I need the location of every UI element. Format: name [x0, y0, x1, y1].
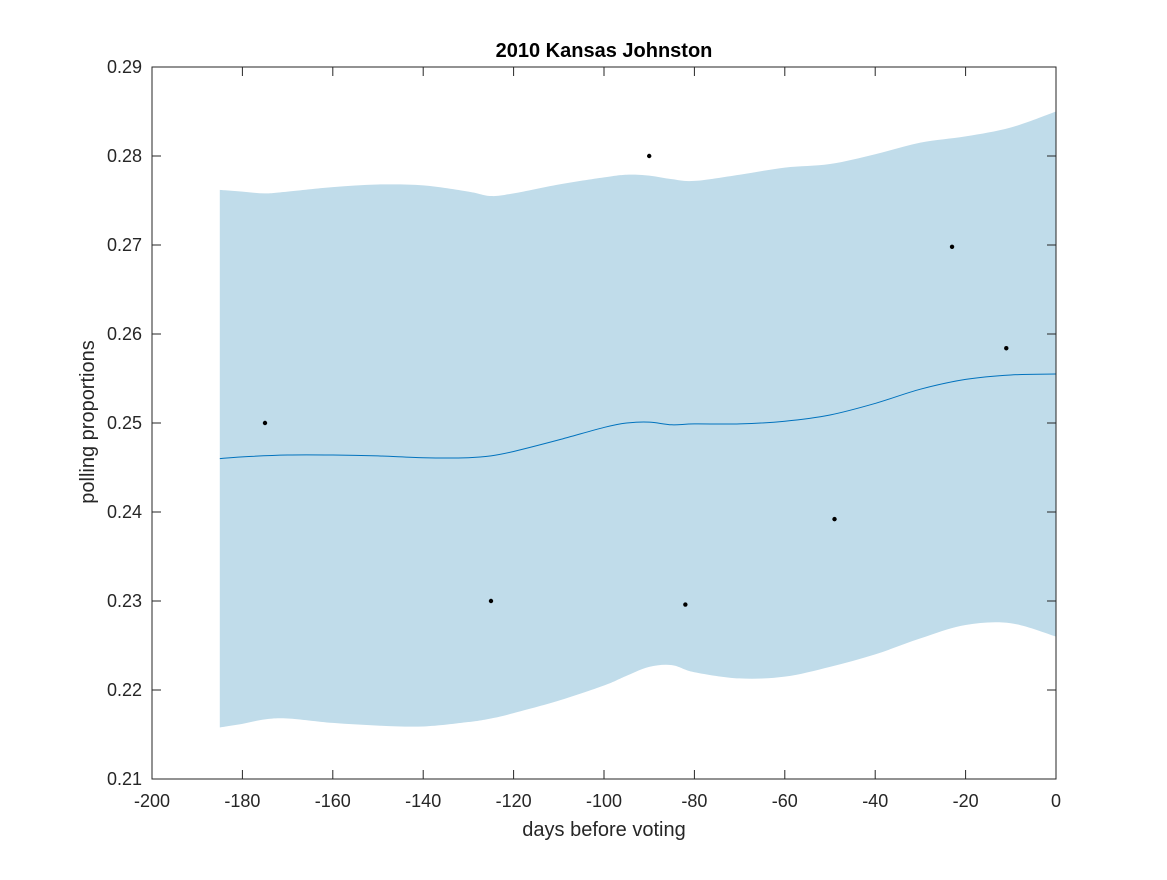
data-points	[262, 153, 1009, 607]
data-point	[949, 244, 955, 249]
data-point	[647, 153, 652, 159]
x-tick-label: -20	[953, 791, 979, 811]
y-tick-label: 0.25	[107, 413, 142, 433]
data-point	[683, 602, 688, 607]
confidence-band-group	[219, 111, 1057, 728]
x-tick-label: -40	[862, 791, 888, 811]
x-tick-label: -120	[496, 791, 532, 811]
y-tick-label: 0.24	[107, 502, 142, 522]
mean-line-group	[219, 373, 1057, 460]
chart-title: 2010 Kansas Johnston	[496, 40, 713, 62]
x-tick-label: -60	[772, 791, 798, 811]
y-tick-label: 0.29	[107, 57, 142, 77]
y-tick-label: 0.22	[107, 680, 142, 700]
mean-line	[219, 373, 1057, 460]
y-tick-label: 0.28	[107, 146, 142, 166]
x-tick-label: -100	[586, 791, 622, 811]
y-axis-label: polling proportions	[77, 340, 99, 503]
x-tick-label: 0	[1051, 791, 1061, 811]
data-point	[262, 420, 268, 426]
y-tick-label: 0.27	[107, 235, 142, 255]
confidence-band	[219, 111, 1057, 728]
x-tick-label: -140	[405, 791, 441, 811]
x-tick-label: -180	[224, 791, 260, 811]
data-point	[488, 598, 494, 604]
x-tick-label: -80	[681, 791, 707, 811]
data-point	[832, 516, 837, 522]
y-tick-label: 0.23	[107, 591, 142, 611]
y-ticks: 0.21 0.22 0.23 0.24 0.25 0.26 0.27 0.28 0.29	[107, 57, 1056, 789]
x-axis-label: days before voting	[522, 819, 685, 841]
x-tick-label: -200	[134, 791, 170, 811]
y-tick-label: 0.21	[107, 769, 142, 789]
x-ticks: -200 -180 -160 -140 -120 -100 -80 -60 -40 -20 0	[134, 67, 1061, 811]
x-tick-label: -160	[315, 791, 351, 811]
data-point	[1004, 346, 1009, 351]
y-tick-label: 0.26	[107, 324, 142, 344]
